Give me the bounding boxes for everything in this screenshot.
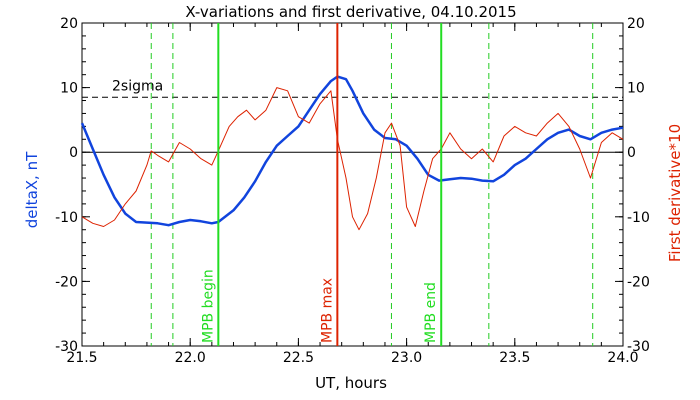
marker-label: MPB begin <box>200 269 216 343</box>
x-axis-label: UT, hours <box>315 374 387 392</box>
y-right-tick-label: -20 <box>627 274 650 290</box>
plot-layer: 21.5 22.0 22.5 23.0 23.5 24.0 20 10 0 -10 -20 -30 20… <box>55 16 650 366</box>
x-tick-label: 22.5 <box>283 350 314 366</box>
x-tick-label: 22.0 <box>175 350 206 366</box>
y-right-tick-label: -30 <box>627 339 650 355</box>
y-right-tick-label: 10 <box>627 81 645 97</box>
series-deltax-line <box>80 75 624 227</box>
y-left-tick-label: 20 <box>60 16 78 32</box>
x-tick-label: 24.0 <box>607 350 638 366</box>
y-left-tick-label: -30 <box>55 339 78 355</box>
threshold-label: 2sigma <box>112 78 163 94</box>
plot-frame <box>81 22 624 347</box>
y-axis-label-left: deltaX, nT <box>23 151 41 228</box>
y-right-tick-label: -10 <box>627 210 650 226</box>
marker-label: MPB max <box>319 278 335 343</box>
x-tick-label: 23.0 <box>391 350 422 366</box>
y-right-tick-label: 0 <box>627 145 636 161</box>
y-left-tick-label: -10 <box>55 210 78 226</box>
y-right-tick-label: 20 <box>627 16 645 32</box>
chart-title: X-variations and first derivative, 04.10… <box>185 3 516 21</box>
marker-label: MPB end <box>423 282 439 343</box>
y-left-tick-label: -20 <box>55 274 78 290</box>
y-left-tick-label: 10 <box>60 81 78 97</box>
x-tick-label: 21.5 <box>66 350 97 366</box>
y-left-tick-label: 0 <box>69 145 78 161</box>
x-tick-label: 23.5 <box>499 350 530 366</box>
y-axis-label-right: First derivative*10 <box>666 124 684 262</box>
series-derivative-line <box>81 87 624 231</box>
